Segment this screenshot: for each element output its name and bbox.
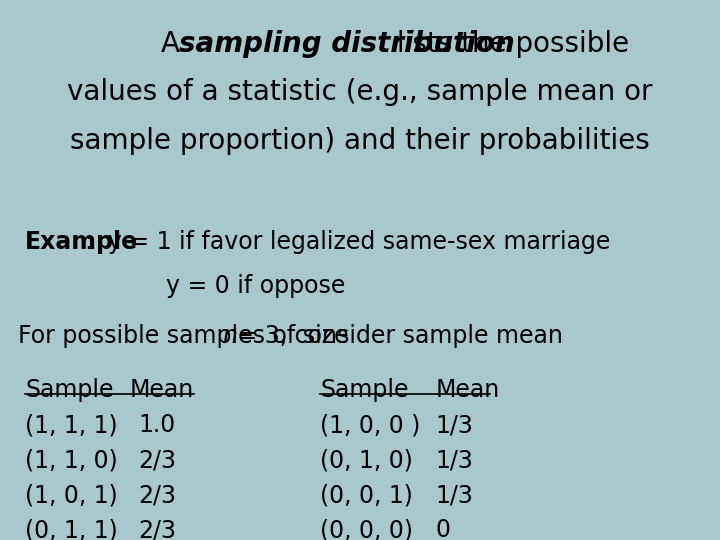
Text: Mean: Mean: [130, 378, 194, 402]
Text: 2/3: 2/3: [138, 518, 176, 540]
Text: sample proportion) and their probabilities: sample proportion) and their probabiliti…: [70, 127, 650, 155]
Text: values of a statistic (e.g., sample mean or: values of a statistic (e.g., sample mean…: [67, 78, 653, 106]
Text: 2/3: 2/3: [138, 483, 176, 507]
Text: y = 0 if oppose: y = 0 if oppose: [166, 274, 345, 298]
Text: For possible samples of size: For possible samples of size: [18, 324, 356, 348]
Text: (1, 0, 0 ): (1, 0, 0 ): [320, 413, 420, 437]
Text: Sample: Sample: [320, 378, 409, 402]
Text: (0, 1, 0): (0, 1, 0): [320, 448, 413, 472]
Text: (1, 1, 1): (1, 1, 1): [25, 413, 118, 437]
Text: (0, 1, 1): (0, 1, 1): [25, 518, 118, 540]
Text: sampling distribution: sampling distribution: [179, 30, 515, 58]
Text: Example: Example: [25, 230, 138, 253]
Text: 1/3: 1/3: [436, 483, 474, 507]
Text: Mean: Mean: [436, 378, 500, 402]
Text: lists the possible: lists the possible: [388, 30, 629, 58]
Text: (0, 0, 0): (0, 0, 0): [320, 518, 413, 540]
Text: Sample: Sample: [25, 378, 114, 402]
Text: 2/3: 2/3: [138, 448, 176, 472]
Text: (1, 1, 0): (1, 1, 0): [25, 448, 118, 472]
Text: 1/3: 1/3: [436, 413, 474, 437]
Text: n: n: [222, 324, 238, 348]
Text: 0: 0: [436, 518, 451, 540]
Text: 1.0: 1.0: [138, 413, 176, 437]
Text: (1, 0, 1): (1, 0, 1): [25, 483, 118, 507]
Text: A: A: [161, 30, 189, 58]
Text: (0, 0, 1): (0, 0, 1): [320, 483, 413, 507]
Text: 1/3: 1/3: [436, 448, 474, 472]
Text: :  y = 1 if favor legalized same-sex marriage: : y = 1 if favor legalized same-sex marr…: [85, 230, 610, 253]
Text: = 3, consider sample mean: = 3, consider sample mean: [230, 324, 563, 348]
